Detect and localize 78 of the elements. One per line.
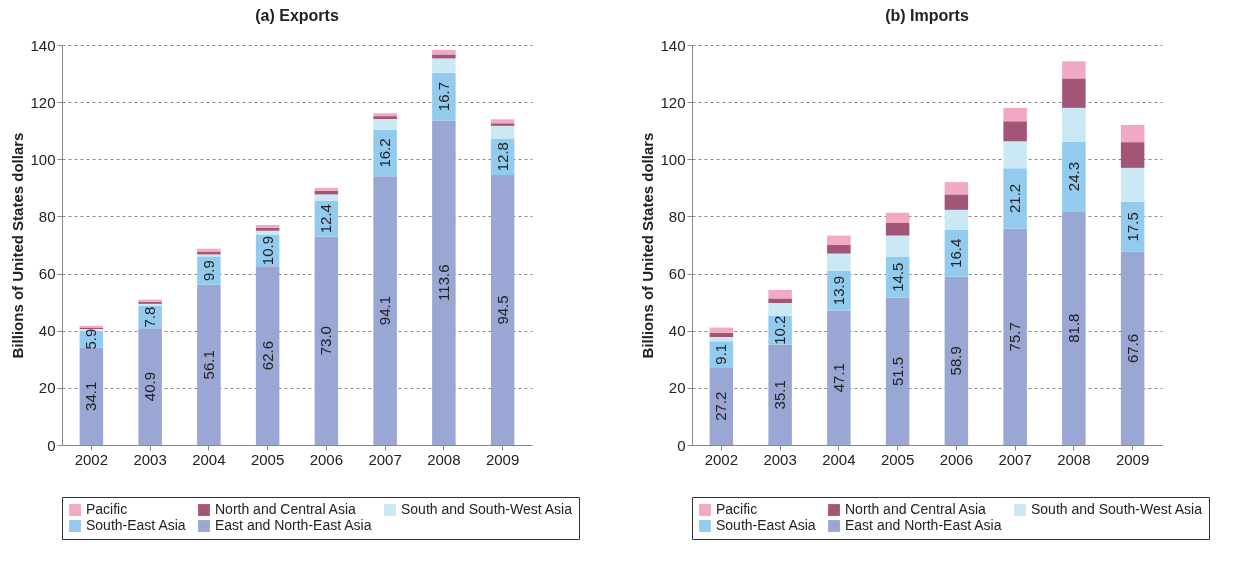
data-label: 51.5 [888,356,906,387]
data-label: 16.2 [376,138,394,168]
data-label: 24.3 [1064,161,1082,192]
x-tick-label: 2002 [704,450,739,468]
data-label: 10.9 [258,235,276,266]
x-tick-label: 2005 [880,450,915,468]
data-label: 75.7 [1006,322,1024,352]
data-label: 5.9 [82,328,100,350]
x-tick-label: 2006 [939,450,974,468]
chart-title: (a) Exports [255,7,339,24]
x-tick-label: 2003 [763,450,797,468]
y-tick-label: 0 [47,436,56,454]
chart-title: (b) Imports [885,7,969,24]
data-label: 34.1 [82,381,100,411]
y-tick-label: 100 [660,150,686,168]
data-label: 9.9 [199,260,217,281]
legend-label: South-East Asia [86,517,186,533]
legend-label: South and South-West Asia [401,501,573,517]
data-label: 10.2 [771,315,789,345]
data-label: 94.5 [493,295,511,325]
legend-label: South-East Asia [716,517,816,533]
data-label: 17.5 [1123,212,1141,242]
y-tick-label: 80 [668,207,686,225]
data-label: 94.1 [376,295,394,326]
x-tick-label: 2007 [998,450,1032,468]
x-tick-label: 2008 [1057,450,1091,468]
y-tick-label: 80 [38,207,56,225]
x-tick-label: 2009 [1115,450,1150,468]
data-label: 7.8 [141,306,159,328]
x-tick-label: 2006 [309,450,344,468]
data-label: 35.1 [771,380,789,410]
y-tick-label: 120 [30,93,56,111]
x-tick-label: 2004 [822,450,856,468]
y-tick-label: 20 [38,379,56,397]
data-label: 73.0 [317,326,335,356]
y-tick-label: 140 [30,36,56,54]
y-tick-label: 0 [677,436,686,454]
data-label: 16.4 [947,238,965,268]
data-label: 27.2 [712,391,730,421]
y-axis-title: Billions of United States dollars [639,132,657,359]
data-label: 56.1 [199,350,217,380]
x-tick-label: 2005 [250,450,285,468]
data-label: 14.5 [888,262,906,292]
data-label: 21.2 [1006,183,1024,214]
legend-label: East and North-East Asia [215,517,372,533]
legend-label: Pacific [86,501,128,517]
y-tick-label: 60 [668,265,686,283]
y-tick-label: 20 [668,379,686,397]
y-tick-label: 140 [660,36,686,54]
x-tick-label: 2009 [485,450,520,468]
data-label: 58.9 [947,346,965,376]
data-label: 40.9 [141,371,159,402]
legend-label: North and Central Asia [215,501,357,517]
x-tick-label: 2008 [427,450,461,468]
y-axis-title: Billions of United States dollars [9,132,27,359]
data-label: 67.6 [1123,333,1141,364]
data-label: 12.4 [317,204,335,234]
x-tick-label: 2002 [74,450,109,468]
x-tick-label: 2004 [192,450,226,468]
legend-label: East and North-East Asia [845,517,1002,533]
data-label: 9.1 [712,343,730,365]
data-label: 113.6 [434,264,452,301]
y-tick-label: 120 [660,93,686,111]
legend-label: North and Central Asia [845,501,987,517]
data-label: 47.1 [829,363,847,393]
data-label: 81.8 [1064,313,1082,343]
y-tick-label: 60 [38,265,56,283]
x-tick-label: 2003 [133,450,167,468]
y-tick-label: 40 [38,322,56,340]
data-label: 12.8 [493,142,511,172]
data-label: 13.9 [829,275,847,306]
legend-label: Pacific [716,501,758,517]
y-tick-label: 100 [30,150,56,168]
data-label: 62.6 [258,340,276,371]
legend-label: South and South-West Asia [1031,501,1203,517]
x-tick-label: 2007 [368,450,402,468]
y-tick-label: 40 [668,322,686,340]
data-label: 16.7 [434,81,452,112]
